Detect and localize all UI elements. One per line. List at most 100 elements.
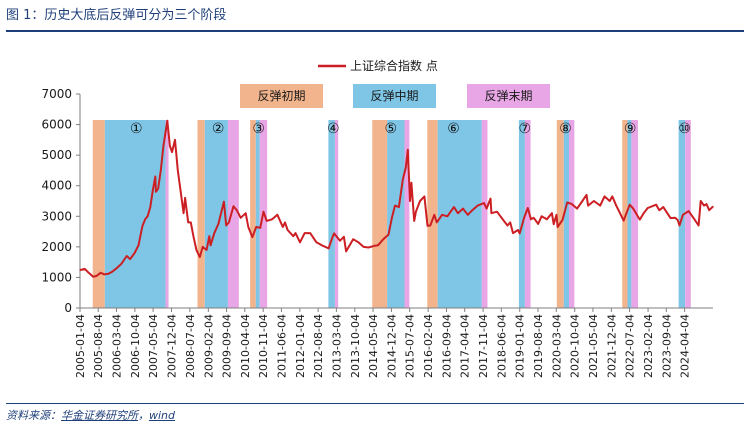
data-point (315, 241, 318, 243)
data-point (593, 200, 595, 202)
data-point (509, 221, 511, 223)
data-point (394, 204, 396, 207)
data-point (423, 195, 425, 198)
phase-band-mid (437, 119, 482, 308)
phase-band-early (556, 119, 564, 308)
data-point (692, 217, 694, 219)
data-point (553, 223, 555, 225)
data-point (677, 219, 679, 221)
data-point (523, 216, 525, 219)
data-point (556, 226, 559, 228)
data-point (708, 209, 710, 211)
data-point (512, 232, 514, 234)
data-point (213, 232, 215, 234)
data-point (540, 215, 543, 217)
data-point (208, 235, 210, 237)
source-link-huajin[interactable]: 华金证券研究所 (61, 409, 138, 422)
phase-band-mid (518, 119, 525, 308)
x-tick-label: 2008-07-04 (184, 314, 197, 378)
data-point (184, 197, 186, 199)
data-point (433, 214, 435, 216)
phase-bands (92, 119, 691, 308)
data-point (95, 275, 98, 277)
axes: 0 1000 2000 3000 4000 5000 6000 7000 2005-01-04 2… (41, 87, 713, 378)
x-tick-label: 2014-12-04 (385, 314, 398, 378)
phase-band-mid (328, 119, 335, 308)
data-point (115, 267, 117, 270)
data-point (599, 204, 601, 207)
data-point (187, 221, 189, 223)
data-point (703, 204, 705, 207)
data-point (405, 166, 407, 168)
x-tick-label: 2019-08-04 (532, 314, 545, 378)
data-point (682, 214, 684, 216)
x-tick-label: 2019-01-04 (514, 314, 527, 378)
data-point (551, 212, 553, 214)
x-tick-label: 2020-10-04 (569, 314, 582, 378)
legend-phase-label: 反弹末期 (484, 89, 532, 103)
data-point (377, 244, 379, 246)
data-point (527, 207, 529, 209)
data-point (345, 250, 347, 253)
data-point (609, 200, 611, 202)
phase-band-late (685, 119, 691, 308)
data-point (199, 256, 201, 258)
data-point (387, 234, 390, 236)
data-point (533, 217, 535, 219)
phase-marker: ⑩ (678, 121, 691, 137)
phase-band-mid (627, 119, 632, 308)
x-tick-label: 2014-05-04 (367, 314, 380, 378)
series-line-shanghai-composite (79, 119, 714, 278)
data-point (489, 197, 492, 200)
data-point (202, 246, 204, 248)
data-point (309, 232, 311, 234)
y-tick-label: 2000 (41, 240, 72, 254)
data-point (166, 120, 168, 122)
legend-series-label: 上证综合指数 点 (350, 58, 438, 73)
data-point (502, 218, 504, 220)
phase-band-late (227, 119, 239, 308)
data-point (486, 208, 488, 210)
data-point (581, 200, 583, 202)
data-point (712, 205, 714, 208)
data-point (409, 200, 411, 202)
data-point (266, 220, 268, 222)
data-point (576, 208, 578, 210)
phase-band-early (622, 119, 628, 308)
x-tick-label: 2020-03-04 (550, 314, 563, 378)
data-point (271, 218, 273, 220)
data-point (149, 206, 151, 208)
phase-band-mid (255, 119, 260, 308)
phase-marker: ⑨ (624, 121, 637, 137)
y-tick-label: 7000 (41, 87, 72, 101)
data-point (304, 232, 306, 234)
data-point (251, 236, 254, 238)
data-point (662, 206, 664, 208)
x-tick-label: 2013-03-04 (330, 314, 343, 378)
phase-band-mid (104, 119, 166, 308)
data-point (88, 272, 90, 274)
phase-band-early (250, 119, 256, 308)
data-point (669, 217, 672, 219)
data-point (236, 209, 238, 211)
data-point (655, 204, 657, 206)
data-point (331, 237, 333, 239)
data-point (333, 232, 335, 235)
source-link-wind[interactable]: wind (149, 409, 176, 422)
phase-band-late (404, 119, 410, 308)
data-point (506, 224, 509, 227)
data-point (247, 226, 249, 228)
data-point (179, 188, 181, 190)
data-point (462, 208, 464, 210)
data-point (496, 211, 498, 213)
phase-band-late (165, 119, 169, 308)
phase-band-early (427, 119, 438, 308)
x-tick-label: 2006-03-04 (110, 314, 123, 378)
y-tick-label: 4000 (41, 179, 72, 193)
source-note: 资料来源：华金证券研究所，wind (6, 407, 175, 423)
data-point (363, 246, 365, 248)
data-point (391, 217, 393, 219)
data-point (177, 169, 179, 172)
data-point (585, 194, 588, 196)
phase-band-mid (678, 119, 686, 308)
